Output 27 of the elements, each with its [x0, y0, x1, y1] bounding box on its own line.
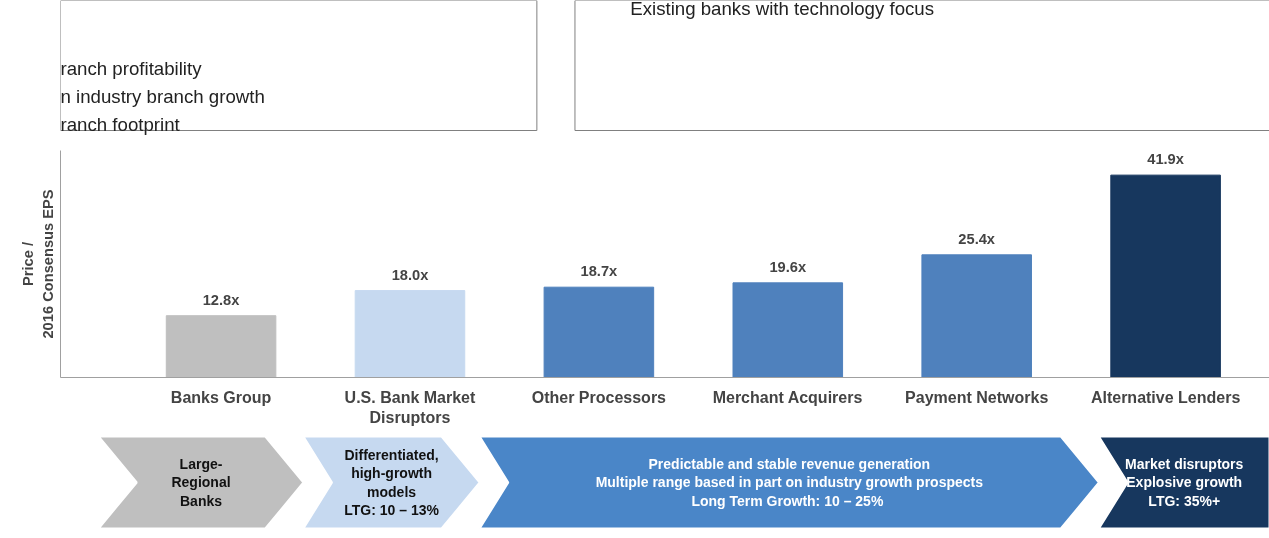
x-tick-label: Banks Group [170, 388, 272, 406]
bar [1110, 174, 1221, 378]
bar [921, 254, 1032, 378]
text: Existing banks with technology focus [630, 0, 935, 19]
text: Market disruptors Explosive growth LTG: 35%+ [1125, 456, 1244, 509]
text: n industry branch growth [60, 86, 265, 107]
text: ranch profitability [60, 58, 203, 79]
data-label: 19.6x [769, 258, 807, 275]
text: Predictable and stable revenue generation Multiple range based in part on industry growth prospects Long Term Growth: 10 – 25% [595, 456, 984, 509]
text: Large- Regional Banks [171, 456, 231, 509]
text: Differentiated, high-growth models LTG: 10 – 13% [344, 446, 440, 519]
x-tick-label: Alternative Lenders [1090, 388, 1241, 406]
data-label: 25.4x [958, 230, 996, 247]
x-tick-label: U.S. Bank Market Disruptors [344, 388, 476, 426]
data-label: 12.8x [202, 291, 241, 308]
x-tick-label: Other Processors [531, 388, 667, 406]
data-label: 18.7x [580, 263, 619, 280]
bar [543, 286, 655, 378]
y-axis-title: Price / 2016 Consensus EPS [20, 189, 56, 339]
x-tick-label: Merchant Acquirers [712, 388, 863, 406]
text: ranch footprint [60, 114, 181, 135]
bar [165, 315, 277, 378]
data-label: 41.9x [1147, 151, 1185, 168]
data-label: 18.0x [391, 266, 430, 283]
x-tick-label: Payment Networks [905, 388, 1049, 406]
bar [732, 282, 844, 378]
bar [354, 290, 466, 378]
